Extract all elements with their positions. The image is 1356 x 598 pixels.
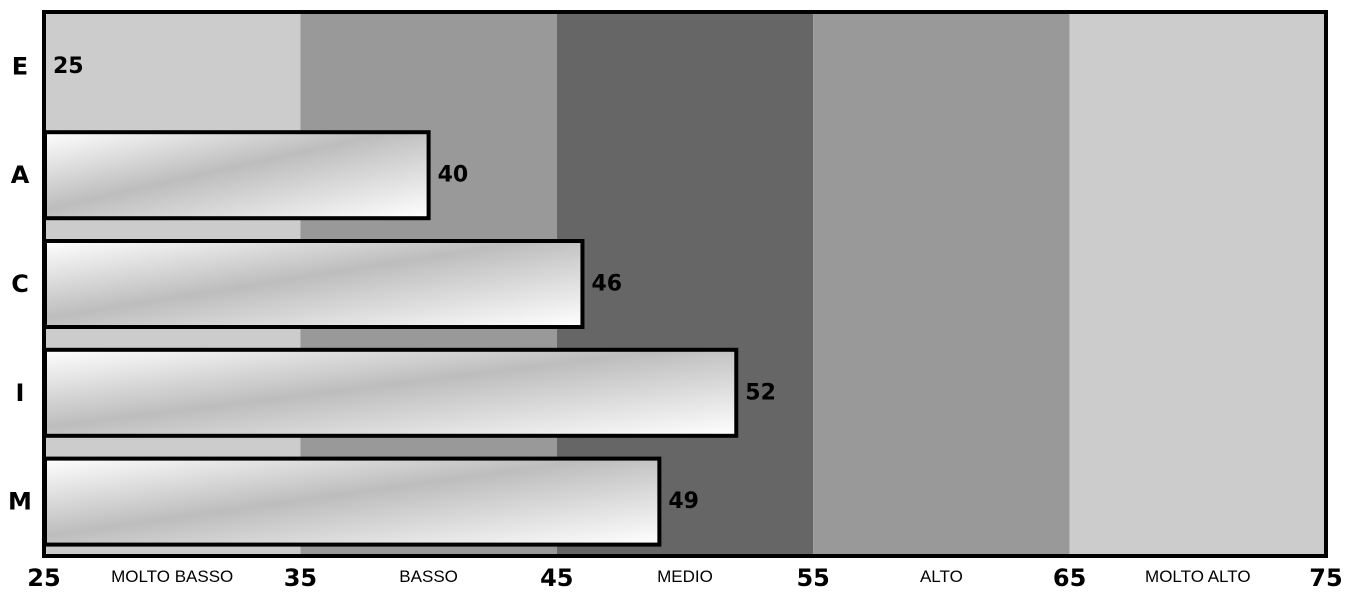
value-label-C: 46: [591, 272, 622, 297]
band-label-2: MEDIO: [657, 567, 713, 586]
band-label-3: ALTO: [920, 567, 963, 586]
x-tick-65: 65: [1053, 564, 1086, 592]
band-label-1: BASSO: [399, 567, 458, 586]
category-label-E: E: [12, 52, 28, 80]
bar-I: [43, 347, 739, 438]
plot-border: [42, 10, 1328, 558]
value-labels: 25 40 46 52 49: [53, 54, 776, 514]
category-label-C: C: [11, 270, 29, 298]
bar-C: [43, 239, 585, 329]
bar-A: [43, 130, 431, 221]
category-label-M: M: [8, 488, 32, 516]
bars: [43, 130, 739, 547]
band-4: [1069, 12, 1326, 556]
category-label-I: I: [16, 379, 25, 407]
x-tick-45: 45: [540, 564, 573, 592]
x-tick-55: 55: [796, 564, 829, 592]
band-3: [813, 12, 1070, 556]
value-label-E: 25: [53, 54, 84, 79]
bar-M: [43, 456, 662, 547]
x-tick-35: 35: [284, 564, 317, 592]
x-tick-25: 25: [27, 564, 60, 592]
x-tick-labels: 25 35 45 55 65 75: [27, 564, 1342, 592]
value-label-M: 49: [668, 489, 699, 514]
category-label-A: A: [11, 161, 30, 189]
band-labels: MOLTO BASSO BASSO MEDIO ALTO MOLTO ALTO: [111, 567, 1250, 586]
plot-frame: [42, 10, 1328, 558]
x-tick-75: 75: [1309, 564, 1342, 592]
category-labels: E A C I M: [8, 52, 32, 515]
band-label-4: MOLTO ALTO: [1145, 567, 1251, 586]
value-label-A: 40: [438, 163, 469, 188]
value-label-I: 52: [745, 380, 776, 405]
band-label-0: MOLTO BASSO: [111, 567, 233, 586]
